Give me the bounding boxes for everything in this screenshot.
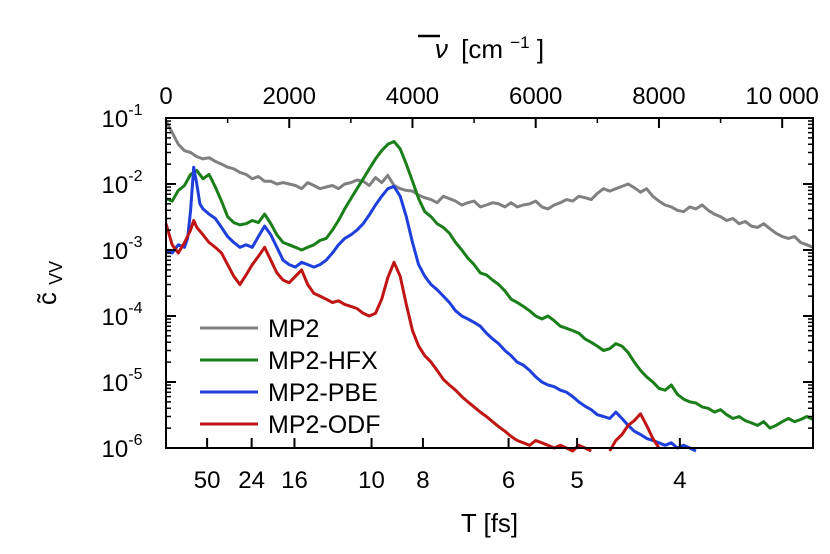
legend-label: MP2-ODF: [268, 411, 381, 439]
y-tick-label: 10-3: [102, 234, 143, 265]
top-tick-label: 4000: [386, 83, 439, 110]
y-tick-exp: -2: [128, 168, 142, 185]
bottom-tick-label: 50: [194, 467, 221, 494]
plot-lines: [164, 120, 814, 453]
top-axis-unit-base: [cm: [461, 34, 503, 64]
y-tick-exp: -1: [128, 102, 142, 119]
y-tick-base: 10: [102, 436, 129, 463]
legend-label: MP2-PBE: [268, 379, 378, 407]
legend: MP2 MP2-HFX MP2-PBE MP2-ODF: [200, 315, 381, 439]
y-tick-label: 10-2: [102, 168, 143, 199]
bottom-tick-label: 6: [502, 467, 515, 494]
y-tick-base: 10: [102, 304, 129, 331]
bottom-axis-title: T [fs]: [461, 508, 518, 538]
y-tick-label: 10-5: [102, 366, 143, 397]
top-axis-unit-exp: −1: [510, 33, 529, 52]
y-tick-exp: -3: [128, 234, 142, 251]
y-axis-sub: VV: [46, 261, 66, 285]
series-line-0: [164, 120, 814, 249]
y-tick-exp: -6: [128, 432, 142, 449]
top-tick-label: 0: [159, 83, 172, 110]
top-axis-unit-close: ]: [537, 34, 544, 64]
legend-label: MP2: [268, 315, 319, 343]
bottom-tick-label: 24: [238, 467, 265, 494]
bottom-tick-label: 8: [416, 467, 429, 494]
bottom-tick-label: 5: [570, 467, 583, 494]
bottom-tick-label: 16: [281, 467, 308, 494]
top-axis-symbol: ν: [435, 34, 448, 64]
bottom-tick-label: 10: [358, 467, 385, 494]
y-tick-base: 10: [102, 370, 129, 397]
tick-labels: 10-110-210-310-410-510-60 2000 4000 6000 800…: [102, 83, 819, 494]
y-axis-title: c̃ VV: [32, 261, 66, 305]
ticks: [165, 117, 813, 449]
y-tick-base: 10: [102, 106, 129, 133]
top-tick-label: 6000: [509, 83, 562, 110]
y-tick-label: 10-6: [102, 432, 143, 463]
top-axis-title: ν [cm −1 ]: [435, 24, 544, 64]
legend-label: MP2-HFX: [268, 347, 378, 375]
y-tick-exp: -4: [128, 300, 142, 317]
series-line-3: [164, 219, 661, 453]
series-line-2: [165, 165, 697, 453]
y-tick-label: 10-1: [102, 102, 143, 133]
y-tick-label: 10-4: [102, 300, 143, 331]
top-tick-label: 8000: [632, 83, 685, 110]
top-tick-label: 2000: [263, 83, 316, 110]
top-tick-label: 10 000: [745, 83, 818, 110]
y-axis-base: c̃: [32, 292, 62, 305]
series-line-1: [165, 140, 814, 430]
bottom-tick-label: 4: [673, 467, 686, 494]
y-tick-base: 10: [102, 172, 129, 199]
plot-frame: [165, 117, 814, 449]
y-tick-base: 10: [102, 238, 129, 265]
y-tick-exp: -5: [128, 366, 142, 383]
